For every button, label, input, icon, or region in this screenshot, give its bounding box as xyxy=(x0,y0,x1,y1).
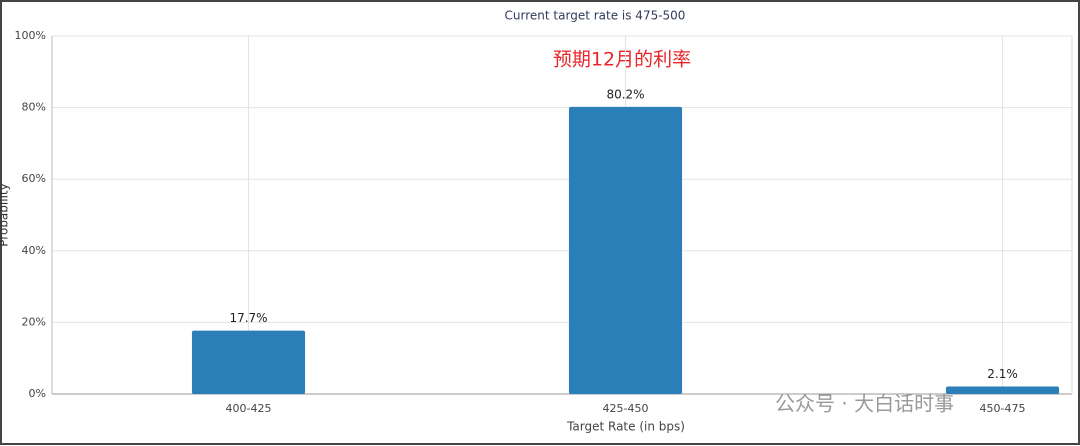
watermark: 公众号 · 大白话时事 xyxy=(775,392,954,416)
value-label: 80.2% xyxy=(606,87,644,101)
value-label: 2.1% xyxy=(987,367,1018,381)
x-tick-label: 450-475 xyxy=(980,402,1026,415)
value-label: 17.7% xyxy=(229,311,267,325)
y-tick-label: 60% xyxy=(22,172,46,185)
plot: 0% 20% 40% 60% 80% 100% 400-425 17.7% 425-450 80.… xyxy=(15,29,1073,415)
x-tick-label: 400-425 xyxy=(226,402,272,415)
annotation: 预期12月的利率 xyxy=(553,49,691,71)
y-axis-label: Probability xyxy=(0,183,11,246)
y-tick-label: 0% xyxy=(29,387,46,400)
y-tick-label: 40% xyxy=(22,244,46,257)
chart-title: Current target rate is 475-500 xyxy=(505,9,686,23)
bar xyxy=(191,330,306,394)
y-tick-label: 100% xyxy=(15,29,46,42)
x-tick-label: 425-450 xyxy=(603,402,649,415)
y-tick-label: 20% xyxy=(22,315,46,328)
x-axis-label: Target Rate (in bps) xyxy=(566,420,685,434)
y-tick-label: 80% xyxy=(22,101,46,114)
bar xyxy=(945,386,1060,394)
bar xyxy=(568,106,683,394)
